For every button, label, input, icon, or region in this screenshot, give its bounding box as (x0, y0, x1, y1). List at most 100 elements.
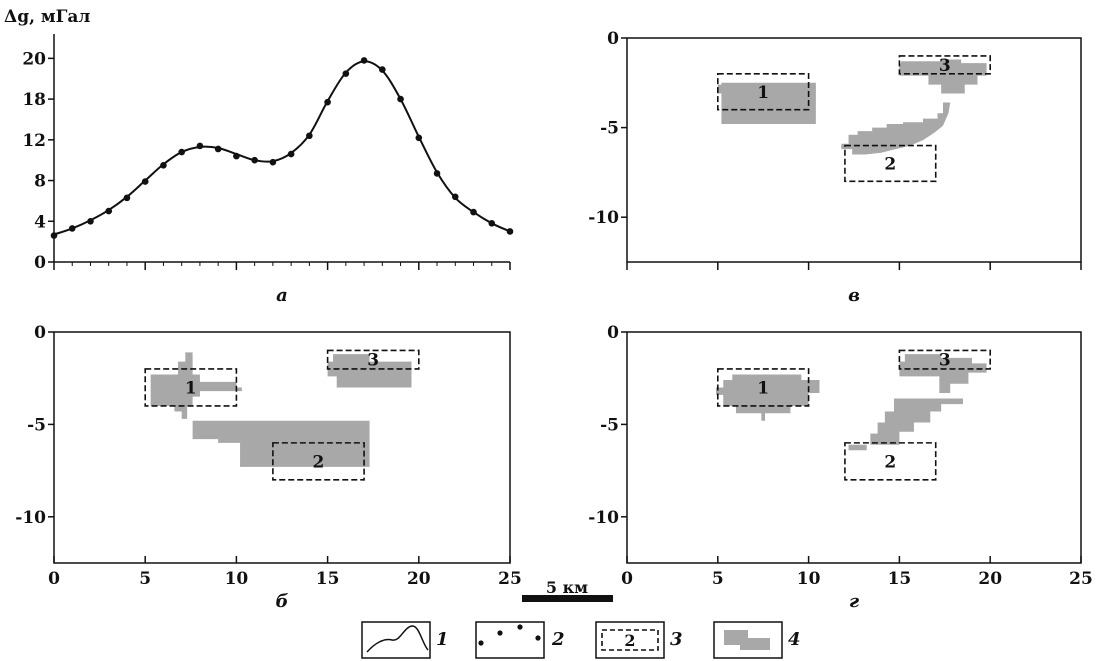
panel-b: 0 -5 -10 0 5 10 15 20 25 1 2 3 б (15, 323, 522, 612)
y-tick-label: 20 (22, 49, 46, 69)
curve-icon-line (366, 625, 429, 653)
y-tick-label: 0 (34, 323, 46, 343)
model-body-number: 2 (884, 154, 896, 174)
model-body-outline (844, 144, 937, 183)
legend-item-4: 4 (713, 621, 801, 659)
y-tick-label: 12 (22, 131, 46, 151)
model-body-number: 3 (939, 351, 951, 371)
x-tick-label: 10 (225, 569, 249, 589)
model-body-number: 1 (185, 378, 197, 398)
model-body-number: 3 (939, 56, 951, 76)
data-point (451, 193, 459, 201)
legend: 1 2 2 3 4 (361, 621, 801, 659)
y-tick-label: -10 (588, 508, 619, 528)
y-tick-label: -5 (600, 415, 619, 435)
data-point (342, 70, 350, 77)
data-point (50, 232, 58, 239)
y-tick-label: 0 (34, 253, 46, 273)
dashed-box-icon-inner (601, 629, 659, 651)
model-body-outline (272, 442, 365, 481)
solution-body (899, 354, 987, 393)
x-tick-label: 0 (621, 569, 633, 589)
x-tick-label: 15 (316, 569, 340, 589)
scale-bar-label: 5 км (546, 578, 588, 597)
data-point (488, 220, 496, 227)
solution-body (150, 352, 242, 419)
y-tick-label: 0 (607, 29, 619, 49)
data-point (433, 170, 441, 177)
scale-bar: 5 км (522, 578, 613, 602)
x-tick-label: 10 (797, 569, 821, 589)
panel-label: в (848, 285, 860, 306)
y-tick-label: 4 (34, 212, 46, 232)
data-point (397, 95, 404, 103)
plot-frame (626, 331, 1082, 564)
legend-label-1: 1 (436, 629, 449, 650)
data-point (415, 134, 423, 142)
series-curve (53, 60, 511, 236)
x-tick-label: 25 (498, 569, 522, 589)
model-body-number: 1 (757, 378, 769, 398)
data-point (68, 225, 76, 232)
panel-a: 0 4 8 12 18 20 а (22, 34, 514, 306)
model-body-outline (144, 368, 238, 407)
legend-item-3: 2 3 (595, 621, 683, 659)
y-tick-label: -10 (15, 508, 46, 528)
data-point (123, 194, 131, 202)
legend-box-num: 2 (624, 631, 635, 650)
y-axis-label-a: Δg, мГал (4, 7, 90, 27)
legend-label-4: 4 (788, 629, 801, 650)
model-body-number: 2 (313, 452, 325, 472)
legend-label-2: 2 (551, 629, 565, 650)
x-tick-label: 5 (712, 569, 724, 589)
data-point (214, 145, 222, 153)
data-point (470, 208, 477, 216)
point-icon (535, 635, 541, 641)
data-point (360, 57, 368, 64)
model-body-outline (898, 55, 992, 75)
y-tick-label: 18 (22, 90, 46, 110)
data-point (506, 228, 514, 235)
panel-label: а (276, 285, 288, 306)
data-point (269, 158, 277, 166)
model-body-outline (898, 349, 992, 370)
point-icon (478, 640, 484, 646)
model-body-number: 2 (884, 452, 896, 472)
data-point (287, 150, 295, 158)
solution-body (717, 82, 816, 125)
model-body-outline (716, 73, 810, 111)
data-point (160, 161, 167, 169)
data-point (105, 207, 113, 215)
solution-body (715, 374, 820, 421)
solution-body (192, 420, 370, 467)
panel-g: 0 -5 -10 0 5 10 15 20 25 1 2 3 г (588, 323, 1093, 612)
data-point (141, 178, 149, 185)
scale-bar-line (522, 595, 613, 602)
x-tick-label: 5 (139, 569, 151, 589)
point-icon (517, 624, 523, 630)
data-point (324, 98, 331, 106)
model-body-outline (326, 349, 420, 370)
data-point (233, 152, 240, 160)
solution-body (848, 398, 963, 451)
x-tick-label: 0 (48, 569, 60, 589)
x-tick-label: 20 (978, 569, 1002, 589)
y-tick-label: -5 (600, 119, 619, 139)
solution-body (841, 102, 951, 155)
model-body-number: 3 (367, 351, 379, 371)
data-point (379, 66, 386, 73)
legend-item-2: 2 (475, 621, 565, 659)
data-point (251, 156, 258, 164)
legend-item-1: 1 (361, 621, 449, 659)
model-body-number: 1 (757, 83, 769, 103)
panel-label: б (276, 591, 289, 612)
point-icon (497, 630, 503, 636)
x-tick-label: 20 (407, 569, 431, 589)
plot-frame (626, 37, 1082, 263)
gray-body-icon-shape (724, 630, 770, 650)
points-icon (475, 621, 545, 659)
model-body-outline (844, 442, 937, 481)
solution-body (899, 59, 987, 94)
panel-label: г (849, 591, 859, 612)
data-point (178, 148, 185, 156)
